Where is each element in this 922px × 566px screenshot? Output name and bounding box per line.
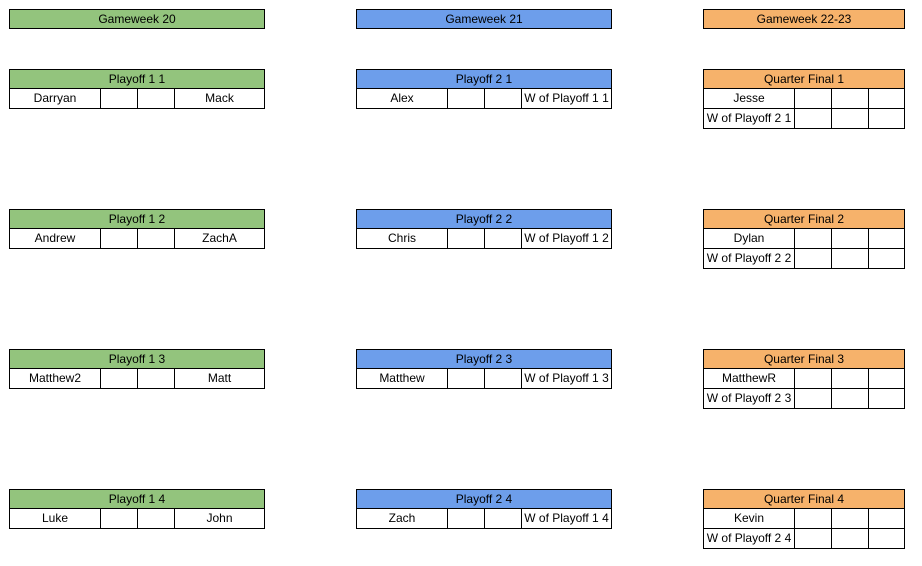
player-cell[interactable]: ZachA — [174, 228, 265, 249]
match-row: Dylan — [703, 228, 905, 249]
player-cell[interactable]: John — [174, 508, 265, 529]
match-row: Darryan Mack — [9, 88, 265, 109]
score-cell[interactable] — [794, 508, 832, 529]
player-cell[interactable]: Alex — [356, 88, 448, 109]
match-title: Quarter Final 2 — [703, 209, 905, 229]
match-row: W of Playoff 2 4 — [703, 528, 905, 549]
player-cell[interactable]: Mack — [174, 88, 265, 109]
match-row: Kevin — [703, 508, 905, 529]
score-cell[interactable] — [794, 88, 832, 109]
score-cell[interactable] — [484, 228, 522, 249]
player-cell[interactable] — [868, 88, 905, 109]
player-cell[interactable] — [868, 368, 905, 389]
player-cell[interactable]: Jesse — [703, 88, 795, 109]
player-cell[interactable]: Zach — [356, 508, 448, 529]
score-cell[interactable] — [447, 508, 485, 529]
match-title: Playoff 1 2 — [9, 209, 265, 229]
gameweek-header: Gameweek 21 — [356, 9, 612, 29]
match-row: Alex W of Playoff 1 1 — [356, 88, 612, 109]
match-row: Jesse — [703, 88, 905, 109]
match-title: Playoff 1 3 — [9, 349, 265, 369]
score-cell[interactable] — [794, 528, 832, 549]
score-cell[interactable] — [447, 368, 485, 389]
player-cell[interactable] — [868, 248, 905, 269]
match-row: W of Playoff 2 3 — [703, 388, 905, 409]
score-cell[interactable] — [100, 228, 138, 249]
player-cell[interactable]: Matthew — [356, 368, 448, 389]
player-cell[interactable]: W of Playoff 1 2 — [521, 228, 612, 249]
match-row: W of Playoff 2 2 — [703, 248, 905, 269]
player-cell[interactable] — [868, 528, 905, 549]
player-cell[interactable] — [868, 508, 905, 529]
score-cell[interactable] — [831, 248, 869, 269]
player-cell[interactable]: Dylan — [703, 228, 795, 249]
match-row: Andrew ZachA — [9, 228, 265, 249]
score-cell[interactable] — [831, 228, 869, 249]
match-title: Quarter Final 4 — [703, 489, 905, 509]
player-cell[interactable]: W of Playoff 1 3 — [521, 368, 612, 389]
player-cell[interactable]: W of Playoff 1 1 — [521, 88, 612, 109]
match-row: W of Playoff 2 1 — [703, 108, 905, 129]
score-cell[interactable] — [831, 388, 869, 409]
score-cell[interactable] — [447, 88, 485, 109]
match-row: Chris W of Playoff 1 2 — [356, 228, 612, 249]
score-cell[interactable] — [794, 228, 832, 249]
score-cell[interactable] — [794, 388, 832, 409]
score-cell[interactable] — [137, 88, 175, 109]
score-cell[interactable] — [100, 368, 138, 389]
score-cell[interactable] — [484, 368, 522, 389]
player-cell[interactable]: Kevin — [703, 508, 795, 529]
gameweek-header: Gameweek 22-23 — [703, 9, 905, 29]
score-cell[interactable] — [831, 508, 869, 529]
player-cell[interactable]: Andrew — [9, 228, 101, 249]
match-row: MatthewR — [703, 368, 905, 389]
score-cell[interactable] — [831, 368, 869, 389]
score-cell[interactable] — [831, 108, 869, 129]
player-cell[interactable]: W of Playoff 2 3 — [703, 388, 795, 409]
match-title: Playoff 2 4 — [356, 489, 612, 509]
player-cell[interactable]: W of Playoff 1 4 — [521, 508, 612, 529]
player-cell[interactable]: MatthewR — [703, 368, 795, 389]
player-cell[interactable]: W of Playoff 2 2 — [703, 248, 795, 269]
match-title: Playoff 2 1 — [356, 69, 612, 89]
score-cell[interactable] — [484, 88, 522, 109]
match-row: Zach W of Playoff 1 4 — [356, 508, 612, 529]
player-cell[interactable] — [868, 108, 905, 129]
match-title: Playoff 1 4 — [9, 489, 265, 509]
player-cell[interactable] — [868, 388, 905, 409]
score-cell[interactable] — [794, 368, 832, 389]
player-cell[interactable]: Luke — [9, 508, 101, 529]
match-row: Matthew W of Playoff 1 3 — [356, 368, 612, 389]
score-cell[interactable] — [484, 508, 522, 529]
score-cell[interactable] — [100, 88, 138, 109]
score-cell[interactable] — [100, 508, 138, 529]
match-title: Quarter Final 3 — [703, 349, 905, 369]
score-cell[interactable] — [137, 228, 175, 249]
match-title: Playoff 2 2 — [356, 209, 612, 229]
player-cell[interactable]: Darryan — [9, 88, 101, 109]
player-cell[interactable]: Matt — [174, 368, 265, 389]
match-row: Luke John — [9, 508, 265, 529]
gameweek-header: Gameweek 20 — [9, 9, 265, 29]
match-title: Playoff 1 1 — [9, 69, 265, 89]
match-title: Quarter Final 1 — [703, 69, 905, 89]
match-row: Matthew2 Matt — [9, 368, 265, 389]
score-cell[interactable] — [831, 88, 869, 109]
score-cell[interactable] — [794, 248, 832, 269]
score-cell[interactable] — [137, 508, 175, 529]
player-cell[interactable]: W of Playoff 2 1 — [703, 108, 795, 129]
score-cell[interactable] — [794, 108, 832, 129]
player-cell[interactable] — [868, 228, 905, 249]
score-cell[interactable] — [831, 528, 869, 549]
match-title: Playoff 2 3 — [356, 349, 612, 369]
player-cell[interactable]: Chris — [356, 228, 448, 249]
score-cell[interactable] — [447, 228, 485, 249]
score-cell[interactable] — [137, 368, 175, 389]
player-cell[interactable]: Matthew2 — [9, 368, 101, 389]
player-cell[interactable]: W of Playoff 2 4 — [703, 528, 795, 549]
